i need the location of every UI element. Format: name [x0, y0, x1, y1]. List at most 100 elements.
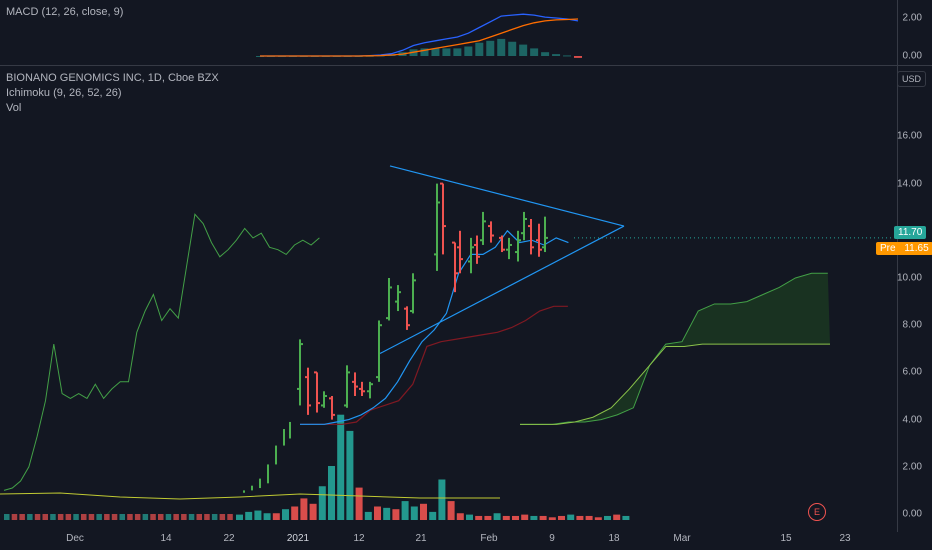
volume-bar — [493, 513, 501, 520]
volume-bar — [188, 514, 195, 520]
volume-bar — [291, 506, 299, 520]
macd-histogram-bar — [497, 38, 506, 56]
price-tick-label: 10.00 — [896, 272, 922, 284]
macd-histogram-bar — [431, 48, 440, 56]
volume-bar — [438, 479, 446, 520]
macd-histogram-bar — [442, 48, 451, 56]
volume-bar — [337, 414, 345, 520]
triangle-lower-trendline — [379, 225, 625, 355]
time-tick-label: Dec — [66, 533, 84, 544]
volume-bar — [401, 501, 409, 520]
volume-bar — [420, 503, 427, 520]
time-tick-label: 15 — [780, 533, 792, 544]
volume-bar — [622, 515, 630, 520]
volume-bar — [236, 514, 243, 520]
volume-bar — [4, 514, 10, 520]
last-price-tag: 11.70 — [894, 226, 927, 239]
volume-bar — [429, 511, 437, 520]
macd-histogram-bar — [475, 42, 484, 56]
earnings-marker[interactable]: E — [808, 503, 826, 521]
volume-bar — [410, 506, 418, 520]
volume-bar — [594, 517, 602, 520]
volume-bar — [211, 514, 218, 520]
ichimoku-span-b — [520, 343, 830, 425]
volume-bar — [42, 514, 48, 520]
volume-bar — [57, 514, 64, 520]
volume-bar — [328, 466, 335, 520]
volume-bar — [134, 514, 141, 520]
currency-badge[interactable]: USD — [896, 71, 926, 87]
volume-label[interactable]: Vol — [6, 102, 22, 114]
macd-histogram-bar — [563, 55, 572, 57]
volume-bar — [318, 486, 326, 520]
time-tick-label: Mar — [673, 533, 691, 544]
macd-histogram-bar — [519, 44, 528, 56]
volume-bar — [73, 514, 79, 520]
macd-histogram-bar — [453, 48, 462, 56]
macd-histogram-bar — [530, 48, 539, 56]
time-tick-label: Feb — [480, 533, 498, 544]
time-tick-label: 18 — [608, 533, 620, 544]
volume-bar — [11, 514, 18, 520]
volume-bar — [158, 514, 164, 520]
price-tick-label: 0.00 — [902, 508, 922, 520]
time-tick-label: 21 — [415, 533, 427, 544]
volume-bar — [383, 507, 391, 520]
ichimoku-label[interactable]: Ichimoku (9, 26, 52, 26) — [6, 87, 122, 99]
volume-bar — [512, 515, 519, 520]
macd-tick-2: 2.00 — [902, 12, 922, 24]
volume-bar — [204, 514, 210, 520]
price-tick-label: 14.00 — [896, 178, 922, 190]
macd-histogram-bar — [552, 54, 561, 56]
volume-bar — [50, 514, 56, 520]
price-tick-label: 2.00 — [902, 461, 922, 473]
volume-bar — [127, 514, 133, 520]
volume-bar — [227, 514, 233, 520]
volume-bar — [119, 514, 125, 520]
time-tick-label: 9 — [549, 533, 555, 544]
macd-histogram-bar — [486, 40, 495, 56]
macd-title[interactable]: MACD (12, 26, close, 9) — [6, 6, 124, 18]
volume-bar — [219, 514, 226, 520]
volume-bar — [111, 514, 118, 520]
premarket-price-tag: Pre 11.65 — [876, 242, 932, 255]
premarket-value: 11.65 — [904, 243, 929, 254]
volume-bar — [34, 514, 41, 520]
macd-histogram-bar — [574, 56, 582, 58]
ichimoku-cloud — [520, 273, 830, 425]
volume-bar — [475, 515, 483, 520]
volume-bar — [196, 514, 202, 520]
volume-bar — [65, 514, 72, 520]
price-tick-label: 8.00 — [902, 319, 922, 331]
volume-bar — [346, 430, 354, 520]
volume-bar — [548, 517, 556, 520]
volume-bar — [142, 514, 149, 520]
volume-bar — [27, 514, 33, 520]
price-tick-label: 16.00 — [896, 130, 922, 142]
macd-histogram-bar — [464, 46, 473, 56]
volume-bar — [355, 487, 363, 520]
volume-bar — [272, 513, 280, 520]
macd-histogram-bar — [508, 41, 517, 56]
time-tick-label: 14 — [160, 533, 172, 544]
ichimoku-base-line — [300, 305, 568, 425]
volume-bar — [567, 514, 575, 520]
triangle-upper-trendline — [389, 165, 625, 227]
volume-bar — [245, 511, 253, 520]
volume-bar — [585, 515, 593, 520]
volume-bar — [392, 509, 400, 520]
symbol-title[interactable]: BIONANO GENOMICS INC, 1D, Cboe BZX — [6, 72, 219, 84]
premarket-label: Pre — [880, 243, 896, 254]
volume-bar — [604, 515, 611, 520]
macd-tick-0: 0.00 — [902, 50, 922, 62]
volume-bar — [81, 514, 87, 520]
volume-bar — [282, 509, 289, 520]
volume-bar — [484, 515, 492, 520]
volume-bar — [613, 514, 621, 520]
macd-histogram-bar — [420, 48, 429, 56]
volume-bar — [521, 514, 529, 520]
volume-bar — [539, 515, 547, 520]
volume-bar — [254, 510, 262, 520]
